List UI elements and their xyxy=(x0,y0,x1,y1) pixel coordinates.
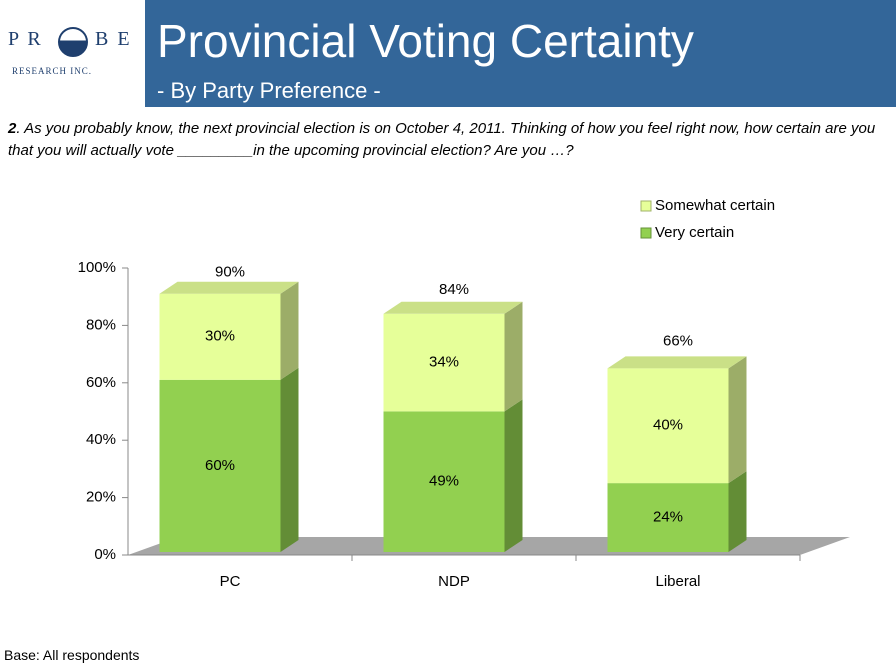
subtitle: - By Party Preference - xyxy=(157,78,381,103)
bar xyxy=(607,483,729,552)
value-label: 49% xyxy=(429,473,459,490)
value-label: 24% xyxy=(653,509,683,526)
bar-side xyxy=(504,301,523,412)
legend-label: Very certain xyxy=(655,224,734,241)
bar-top xyxy=(159,281,299,294)
x-tick-label: NDP xyxy=(438,573,470,590)
y-tick-label: 100% xyxy=(78,259,116,276)
y-tick-label: 0% xyxy=(94,546,116,563)
bar xyxy=(159,379,281,552)
bar-side xyxy=(728,471,747,552)
total-label: 66% xyxy=(663,333,693,350)
y-tick-label: 60% xyxy=(86,374,116,391)
bar-side xyxy=(280,367,299,552)
logo-left: P R xyxy=(8,28,43,50)
y-tick-label: 20% xyxy=(86,489,116,506)
chart: 0% 20% 40% 60% 80% 100% PC 60% 30% 90% NDP 49% 34% 84… xyxy=(78,197,850,590)
total-label: 90% xyxy=(215,264,245,281)
bar xyxy=(159,293,281,380)
total-label: 84% xyxy=(439,281,469,298)
base-note: Base: All respondents xyxy=(4,647,140,663)
y-tick-label: 40% xyxy=(86,431,116,448)
question-text: . As you probably know, the next provinc… xyxy=(8,120,876,159)
logo-circle xyxy=(58,27,88,57)
logo-right: B E xyxy=(95,28,132,50)
x-tick-label: Liberal xyxy=(655,573,700,590)
bar-side xyxy=(504,399,523,552)
logo: P R B E RESEARCH INC. xyxy=(0,0,145,110)
legend-swatch xyxy=(640,200,652,212)
y-tick-label: 80% xyxy=(86,316,116,333)
title: Provincial Voting Certainty xyxy=(157,15,694,67)
legend-label: Somewhat certain xyxy=(655,197,775,214)
bar xyxy=(383,313,505,412)
value-label: 34% xyxy=(429,354,459,371)
value-label: 30% xyxy=(205,328,235,345)
header-bar: Provincial Voting Certainty - By Party P… xyxy=(145,0,896,107)
bar xyxy=(607,368,729,484)
x-tick-label: PC xyxy=(220,573,241,590)
value-label: 60% xyxy=(205,457,235,474)
question-number: 2 xyxy=(8,120,17,137)
logo-tagline: RESEARCH INC. xyxy=(12,66,93,76)
legend-swatch xyxy=(640,227,652,239)
question: 2. As you probably know, the next provin… xyxy=(8,118,888,162)
bar-top xyxy=(607,356,747,369)
bar-side xyxy=(280,281,299,380)
value-label: 40% xyxy=(653,417,683,434)
bar-side xyxy=(728,356,747,484)
bar-top xyxy=(383,301,523,314)
bar xyxy=(383,411,505,552)
